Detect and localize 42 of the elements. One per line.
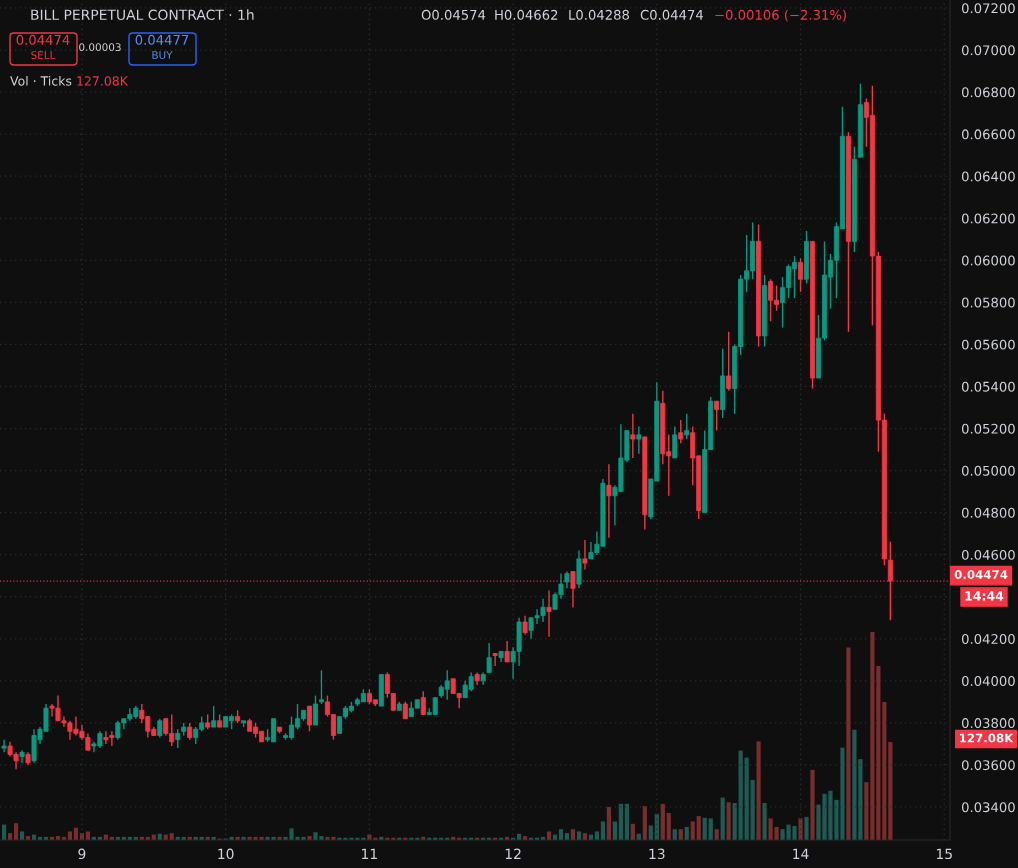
annotation: C0.04474 [640,9,704,20]
y-tick-label: 0.06200 [961,213,1015,224]
x-tick-label: 13 [649,848,665,860]
x-tick-label: 10 [218,848,234,860]
annotation: SELL [31,51,56,60]
y-tick-label: 0.03400 [961,802,1015,813]
text: 127.08K [959,733,1014,743]
annotation: 0.00003 [79,43,121,52]
annotation: Vol · Ticks [10,75,72,86]
y-tick-label: 0.05400 [961,381,1015,392]
x-tick-label: 11 [362,848,377,859]
y-tick-label: 0.06400 [961,171,1015,182]
text: 14:44 [965,591,1004,601]
annotation: 0.04477 [135,34,189,45]
y-tick-label: 0.06600 [961,129,1015,140]
y-tick-label: 0.05800 [961,297,1015,308]
y-tick-label: 0.06800 [961,87,1015,98]
x-tick-label: 9 [78,848,86,860]
y-tick-label: 0.05000 [961,465,1015,476]
x-tick-label: 14 [793,848,809,859]
y-tick-label: 0.04200 [961,634,1015,644]
y-tick-label: 0.06000 [961,255,1015,266]
annotation: −0.00106 (−2.31%) [715,9,846,22]
x-tick-label: 12 [505,848,521,859]
x-tick-label: 15 [936,848,952,860]
y-tick-label: 0.04800 [961,507,1015,518]
ref-line-label: 0.04474 [954,570,1008,580]
annotation: L0.04288 [569,9,630,20]
annotation: 0.04474 [16,34,70,45]
y-tick-label: 0.05200 [961,423,1015,434]
y-tick-label: 0.07200 [961,3,1015,14]
annotation: BUY [152,51,173,60]
y-tick-label: 0.03600 [961,760,1015,771]
annotation: 127.08K [77,76,129,86]
annotation: H0.04662 [495,9,558,20]
y-tick-label: 0.05600 [961,339,1015,350]
text: BILL PERPETUAL CONTRACT · 1h [31,9,254,21]
y-tick-label: 0.04000 [961,676,1015,687]
y-tick-label: 0.07000 [961,45,1015,56]
y-tick-label: 0.03800 [961,718,1015,729]
annotation: O0.04574 [421,9,486,20]
y-tick-label: 0.04600 [961,549,1015,560]
